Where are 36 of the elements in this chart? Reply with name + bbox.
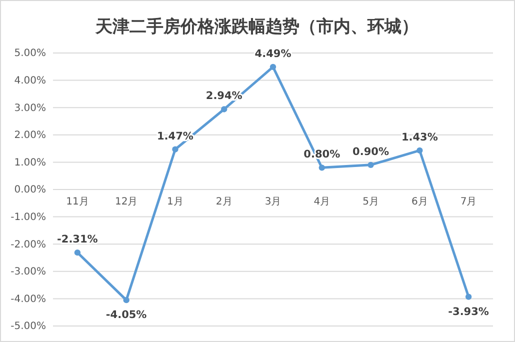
- y-tick-label: -5.00%: [10, 321, 46, 332]
- x-tick-label: 6月: [411, 196, 428, 208]
- y-tick-label: 4.00%: [14, 76, 46, 86]
- x-tick-label: 1月: [167, 196, 184, 208]
- point: [270, 64, 276, 70]
- point: [416, 147, 423, 154]
- chart-title: 天津二手房价格涨跌幅趋势（市内、环城）: [94, 17, 418, 37]
- data-label: -2.31%: [57, 234, 98, 246]
- x-tick-label: 7月: [460, 196, 477, 208]
- data-label: 0.90%: [352, 146, 390, 158]
- y-tick-label: 1.00%: [14, 157, 46, 168]
- point: [465, 294, 472, 300]
- x-tick-label: 11月: [66, 196, 89, 208]
- y-tick-label: -4.00%: [10, 294, 46, 305]
- point: [123, 296, 130, 304]
- y-tick-label: -1.00%: [10, 212, 46, 223]
- point: [74, 249, 81, 256]
- data-label: -3.93%: [448, 306, 490, 318]
- x-tick-label: 4月: [314, 196, 330, 208]
- y-tick-label: -3.00%: [10, 266, 46, 278]
- point: [318, 164, 325, 171]
- y-tick-label: 3.00%: [14, 102, 46, 114]
- point: [221, 106, 228, 112]
- x-tick-label: 5月: [362, 196, 379, 208]
- point: [368, 162, 374, 168]
- y-tick-label: 2.00%: [14, 130, 46, 142]
- data-label: 1.43%: [401, 131, 438, 144]
- data-label: 4.49%: [254, 48, 292, 60]
- point: [172, 146, 178, 152]
- y-tick-label: -2.00%: [10, 239, 46, 250]
- y-tick-label: 0.00%: [14, 184, 46, 196]
- data-label: -4.05%: [106, 309, 148, 322]
- x-tick-label: 2月: [216, 196, 232, 208]
- y-tick-label: 5.00%: [14, 48, 46, 60]
- x-tick-label: 12月: [114, 196, 138, 208]
- x-tick-label: 3月: [264, 196, 282, 208]
